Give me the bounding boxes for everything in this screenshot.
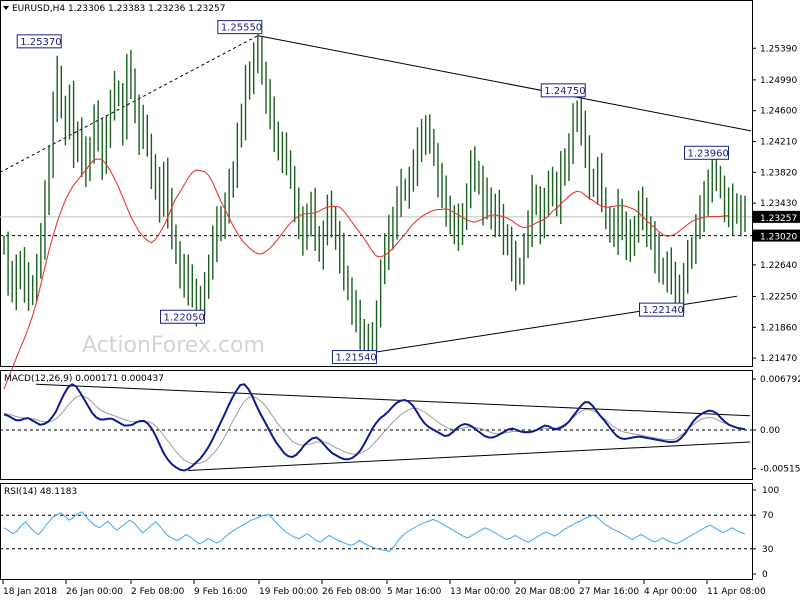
dropdown-triangle-icon[interactable] bbox=[3, 6, 9, 10]
price-tick-label: 1.25390 bbox=[760, 44, 797, 54]
swing-label-box bbox=[331, 350, 377, 365]
x-tick-label: 9 Feb 16:00 bbox=[194, 587, 248, 597]
price-tick-label: 1.22640 bbox=[760, 261, 797, 271]
swing-label-text: 1.21540 bbox=[335, 353, 376, 364]
swing-label-text: 1.25550 bbox=[221, 23, 262, 34]
macd-layer bbox=[0, 383, 752, 472]
rsi-panel-frame bbox=[0, 483, 753, 580]
rsi-tick-label: 100 bbox=[762, 486, 779, 496]
rsi-tick-label: 30 bbox=[762, 545, 774, 555]
macd-lower-trendline bbox=[188, 441, 751, 471]
price-tick-label: 1.24600 bbox=[760, 107, 797, 117]
support-price-box bbox=[753, 229, 800, 242]
price-tick-label: 1.21860 bbox=[760, 323, 797, 333]
x-tick-label: 26 Jan 00:00 bbox=[66, 587, 123, 597]
watermark: ActionForex.com bbox=[82, 333, 265, 358]
dashed-rising-trendline bbox=[0, 35, 259, 173]
x-tick-label: 20 Mar 08:00 bbox=[515, 587, 575, 597]
rsi-tick-label: 70 bbox=[762, 511, 774, 521]
swing-label-text: 1.23960 bbox=[688, 148, 729, 159]
swing-label-text: 1.22140 bbox=[642, 305, 683, 316]
macd-tick-label: 0.00 bbox=[760, 426, 780, 436]
swing-label-box bbox=[217, 20, 263, 35]
rsi-title: RSI(14) 48.1183 bbox=[4, 487, 77, 497]
swing-label-box bbox=[160, 309, 206, 324]
swing-label-box bbox=[16, 34, 62, 49]
current-price-label: 1.23257 bbox=[760, 214, 797, 224]
x-tick-label: 4 Apr 00:00 bbox=[644, 587, 697, 597]
x-tick-label: 27 Mar 16:00 bbox=[579, 587, 639, 597]
price-tick-label: 1.24210 bbox=[760, 138, 797, 148]
rsi-tick-label: 0 bbox=[762, 570, 768, 580]
x-tick-label: 18 Jan 2018 bbox=[3, 587, 57, 597]
swing-label-text: 1.22050 bbox=[164, 312, 205, 323]
price-tick-label: 1.21470 bbox=[760, 354, 797, 364]
macd-tick-label: 0.006792 bbox=[760, 375, 800, 385]
macd-line bbox=[3, 383, 746, 472]
x-tick-label: 13 Mar 00:00 bbox=[450, 587, 510, 597]
chart-title-text: EURUSD,H4 1.23306 1.23383 1.23236 1.2325… bbox=[12, 4, 225, 14]
macd-signal-line bbox=[3, 394, 738, 465]
chart-title: EURUSD,H4 1.23306 1.23383 1.23236 1.2325… bbox=[3, 4, 225, 14]
x-tick-label: 2 Feb 08:00 bbox=[131, 587, 185, 597]
support-price-label: 1.23020 bbox=[760, 233, 797, 243]
axes-layer: 1.25390 1.24990 1.24600 1.24210 1.23820 1.234… bbox=[2, 44, 800, 597]
swing-label-box bbox=[684, 145, 730, 160]
rsi-line bbox=[3, 511, 746, 552]
swing-label-box bbox=[540, 83, 586, 98]
macd-panel-frame bbox=[0, 370, 753, 480]
x-tick-label: 26 Feb 08:00 bbox=[322, 587, 381, 597]
x-tick-label: 5 Mar 16:00 bbox=[387, 587, 442, 597]
upper-trendline bbox=[257, 35, 752, 132]
swing-label-text: 1.25370 bbox=[20, 37, 61, 48]
swing-label-text: 1.24750 bbox=[544, 86, 585, 97]
current-price-box bbox=[753, 210, 800, 223]
price-layer: 1.25370 1.25550 1.22050 1.21540 1.24750 1.239… bbox=[0, 20, 752, 390]
macd-upper-trendline bbox=[36, 383, 751, 417]
price-tick-label: 1.24990 bbox=[760, 76, 797, 86]
rsi-layer bbox=[0, 511, 752, 552]
x-tick-label: 11 Apr 08:00 bbox=[707, 587, 766, 597]
macd-title: MACD(12,26,9) 0.000171 0.000437 bbox=[4, 374, 164, 384]
price-tick-label: 1.22250 bbox=[760, 292, 797, 302]
x-tick-label: 19 Feb 00:00 bbox=[259, 587, 318, 597]
price-tick-label: 1.23430 bbox=[760, 199, 797, 209]
moving-average-line bbox=[3, 158, 729, 390]
swing-label-box bbox=[638, 302, 684, 317]
macd-tick-label: -0.005157 bbox=[760, 465, 800, 475]
price-tick-label: 1.23820 bbox=[760, 168, 797, 178]
